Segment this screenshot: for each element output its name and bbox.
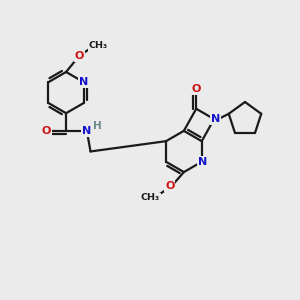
Text: N: N: [82, 126, 91, 136]
Text: CH₃: CH₃: [88, 41, 108, 50]
Text: H: H: [93, 121, 102, 131]
Text: CH₃: CH₃: [141, 194, 160, 202]
Text: O: O: [42, 126, 51, 136]
Text: N: N: [211, 114, 220, 124]
Text: N: N: [198, 157, 208, 167]
Text: N: N: [79, 77, 88, 87]
Text: O: O: [165, 181, 174, 191]
Text: O: O: [191, 84, 201, 94]
Text: O: O: [75, 51, 84, 61]
